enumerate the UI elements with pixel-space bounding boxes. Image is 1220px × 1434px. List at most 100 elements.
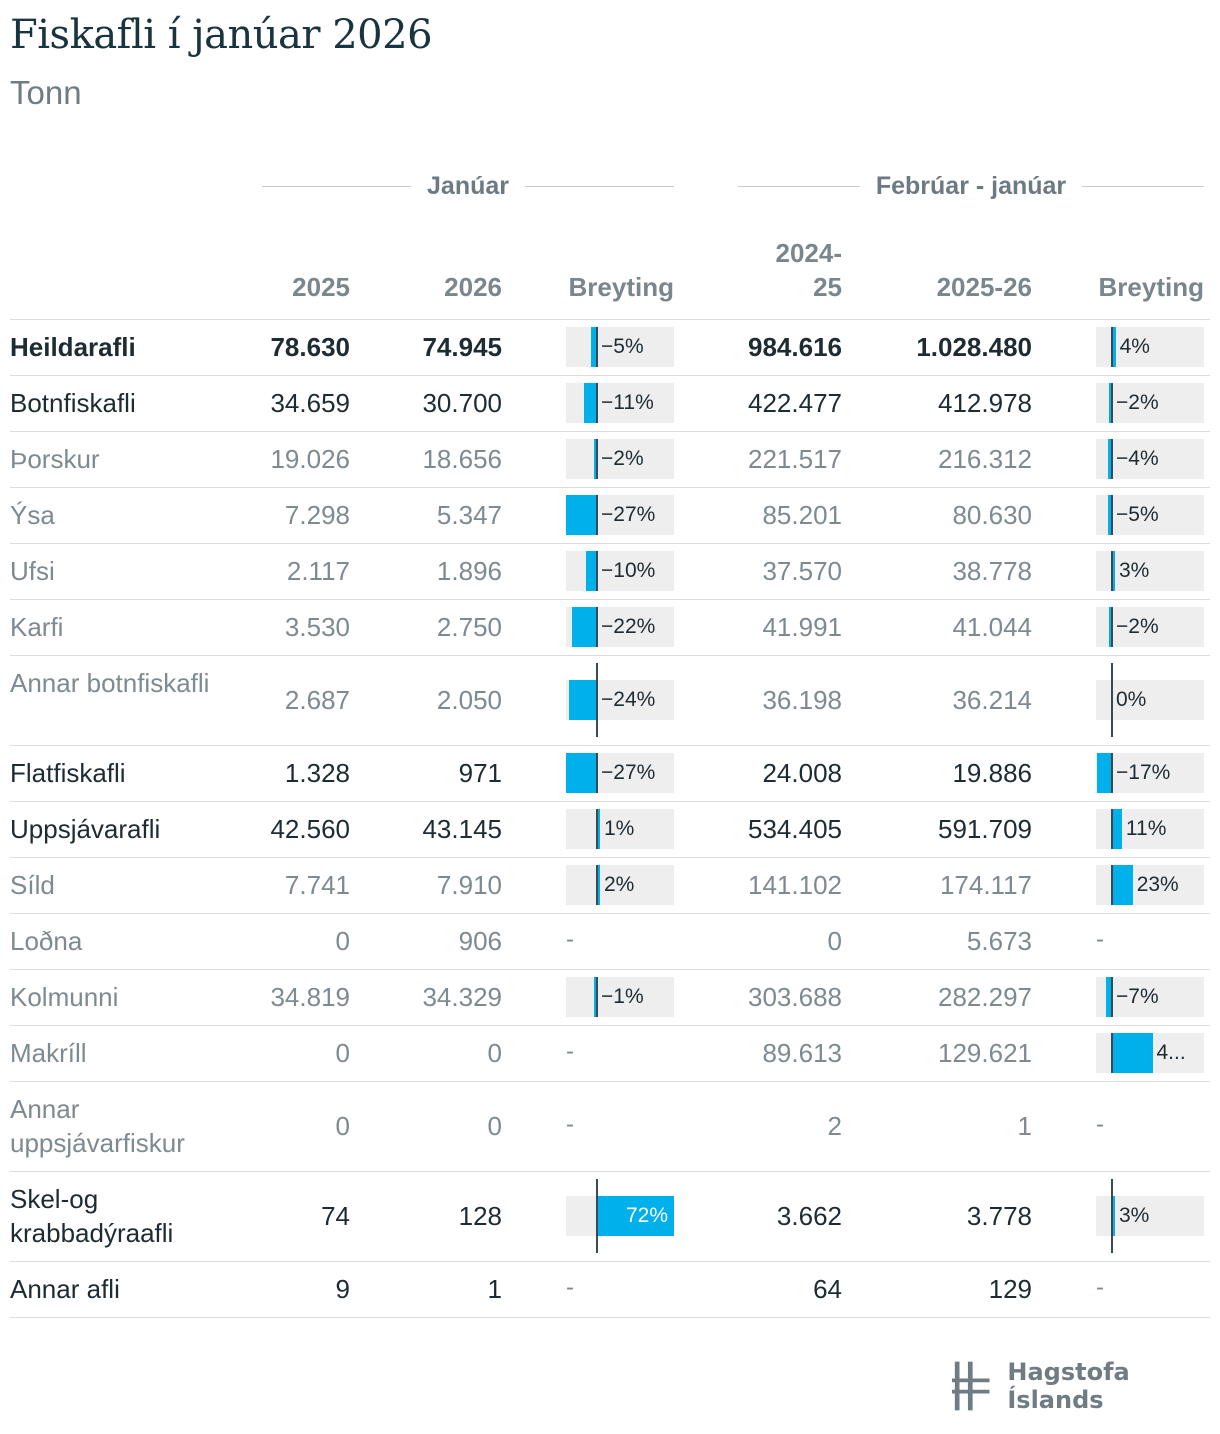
row-label: Karfi: [10, 612, 64, 642]
change-zero-axis: [1111, 663, 1113, 737]
change-bar-label: −5%: [1116, 503, 1159, 526]
change-bar-cell-1: −24%: [566, 680, 674, 720]
change-zero-axis: [596, 977, 598, 1017]
row-separator: [10, 1171, 1210, 1172]
change-zero-axis: [1111, 977, 1113, 1017]
change-bar-cell-2: 11%: [1096, 809, 1204, 849]
change-bar-cell-1: 2%: [566, 865, 674, 905]
change-zero-axis: [596, 607, 598, 647]
change-bar-label: −2%: [1116, 391, 1159, 414]
change-bar-cell-1: −27%: [566, 753, 674, 793]
value-jan2025: 0: [335, 926, 350, 956]
value-p2526: 38.778: [952, 556, 1032, 586]
change-bar: [1112, 327, 1116, 367]
change-bar: [1112, 1196, 1115, 1236]
row-separator: [10, 487, 1210, 488]
change-bar: [597, 809, 600, 849]
change-bar: [591, 327, 597, 367]
change-zero-axis: [1111, 753, 1113, 793]
value-p2526: 591.709: [938, 814, 1032, 844]
change-zero-axis: [1111, 439, 1113, 479]
row-separator: [10, 655, 1210, 656]
group-label-januar: Janúar: [427, 171, 509, 200]
change-empty-1: -: [566, 926, 574, 953]
change-bar-cell-1: 72%: [566, 1196, 674, 1236]
value-p2425: 41.991: [762, 612, 842, 642]
value-p2526: 216.312: [938, 444, 1032, 474]
value-jan2025: 0: [335, 1111, 350, 1141]
change-bar-background: [566, 977, 674, 1017]
change-zero-axis: [596, 809, 598, 849]
change-bar-label: 4%: [1119, 335, 1150, 358]
change-empty-1: -: [566, 1038, 574, 1065]
change-bar-cell-1: −1%: [566, 977, 674, 1017]
row-separator: [10, 1261, 1210, 1262]
change-zero-axis: [596, 865, 598, 905]
value-jan2025: 0: [335, 1038, 350, 1068]
value-p2526: 80.630: [952, 500, 1032, 530]
change-bar-label: 23%: [1136, 873, 1179, 896]
value-p2425: 303.688: [748, 982, 842, 1012]
change-zero-axis: [596, 753, 598, 793]
value-p2526: 282.297: [938, 982, 1032, 1012]
column-header-breyting-2: Breyting: [1098, 272, 1204, 302]
change-empty-2: -: [1096, 926, 1104, 953]
group-header-period: Febrúar - janúar: [738, 170, 1205, 202]
row-separator: [10, 969, 1210, 970]
value-p2526: 174.117: [939, 870, 1032, 900]
value-jan2026: 74.945: [422, 332, 502, 362]
change-bar-label: 2%: [604, 873, 635, 896]
change-empty-1: -: [566, 1274, 574, 1301]
value-p2526: 129.621: [938, 1038, 1032, 1068]
value-jan2026: 906: [458, 926, 502, 956]
change-bar-label: −24%: [601, 688, 656, 711]
value-jan2025: 2.117: [286, 556, 350, 586]
row-separator: [10, 431, 1210, 432]
column-header-2025-26: 2025-26: [936, 272, 1032, 302]
value-p2425: 36.198: [762, 685, 842, 715]
change-bar: [1105, 977, 1112, 1017]
change-bar-background: [566, 439, 674, 479]
value-jan2026: 43.145: [422, 814, 502, 844]
value-jan2025: 1.328: [284, 758, 350, 788]
change-bar-cell-1: −10%: [566, 551, 674, 591]
change-bar-label: 3%: [1119, 559, 1150, 582]
change-bar: [1112, 551, 1115, 591]
change-zero-axis: [1111, 865, 1113, 905]
change-bar: [1109, 607, 1112, 647]
value-p2425: 0: [827, 926, 842, 956]
row-label: Þorskur: [10, 444, 100, 474]
value-jan2025: 74: [321, 1201, 350, 1231]
row-separator: [10, 745, 1210, 746]
value-jan2026: 971: [458, 758, 502, 788]
row-label: Annar afli: [10, 1274, 120, 1304]
change-empty-1: -: [566, 1111, 574, 1138]
value-p2526: 1: [1017, 1111, 1032, 1141]
change-bar-background: [566, 865, 674, 905]
change-bar: [1112, 809, 1122, 849]
value-p2526: 5.673: [966, 926, 1032, 956]
value-p2526: 1.028.480: [916, 332, 1032, 362]
change-zero-axis: [596, 439, 598, 479]
change-bar-background: [1096, 495, 1204, 535]
value-p2425: 2: [827, 1111, 842, 1141]
change-bar-background: [1096, 753, 1204, 793]
change-bar: [597, 865, 600, 905]
change-bar: [594, 439, 597, 479]
row-label: Skel-og krabbadýraafli: [10, 1184, 174, 1248]
value-jan2025: 9: [335, 1274, 350, 1304]
change-bar: [597, 1196, 674, 1236]
value-p2526: 36.214: [952, 685, 1032, 715]
change-zero-axis: [596, 383, 598, 423]
value-jan2025: 34.819: [270, 982, 350, 1012]
change-bar-background: [1096, 383, 1204, 423]
change-empty-2: -: [1096, 1111, 1104, 1138]
change-bar-background: [566, 809, 674, 849]
value-p2425: 89.613: [762, 1038, 842, 1068]
chart-subtitle: Tonn: [10, 74, 82, 111]
value-jan2026: 30.700: [422, 388, 502, 418]
value-jan2026: 34.329: [422, 982, 502, 1012]
row-separator: [10, 857, 1210, 858]
change-bar-cell-2: 4...: [1096, 1033, 1204, 1073]
change-bar-cell-2: 3%: [1096, 551, 1204, 591]
